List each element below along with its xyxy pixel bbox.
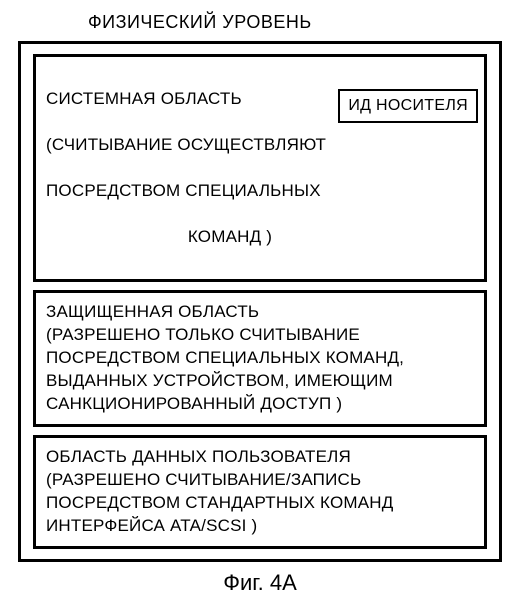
diagram-title: ФИЗИЧЕСКИЙ УРОВЕНЬ — [88, 12, 502, 33]
system-area-line2: (СЧИТЫВАНИЕ ОСУЩЕСТВЛЯЮТ — [46, 134, 474, 157]
user-data-area-region: ОБЛАСТЬ ДАННЫХ ПОЛЬЗОВАТЕЛЯ (РАЗРЕШЕНО С… — [33, 435, 487, 549]
physical-level-frame: СИСТЕМНАЯ ОБЛАСТЬ (СЧИТЫВАНИЕ ОСУЩЕСТВЛЯ… — [18, 41, 502, 562]
protected-area-region: ЗАЩИЩЕННАЯ ОБЛАСТЬ (РАЗРЕШЕНО ТОЛЬКО СЧИ… — [33, 290, 487, 427]
system-area-region: СИСТЕМНАЯ ОБЛАСТЬ (СЧИТЫВАНИЕ ОСУЩЕСТВЛЯ… — [33, 54, 487, 282]
figure-caption: Фиг. 4А — [18, 570, 502, 596]
system-area-line4: КОМАНД ) — [0, 226, 474, 249]
system-area-line3: ПОСРЕДСТВОМ СПЕЦИАЛЬНЫХ — [46, 180, 474, 203]
protected-area-text: ЗАЩИЩЕННАЯ ОБЛАСТЬ (РАЗРЕШЕНО ТОЛЬКО СЧИ… — [46, 301, 474, 416]
user-data-area-text: ОБЛАСТЬ ДАННЫХ ПОЛЬЗОВАТЕЛЯ (РАЗРЕШЕНО С… — [46, 446, 474, 538]
media-id-box: ИД НОСИТЕЛЯ — [338, 89, 478, 123]
